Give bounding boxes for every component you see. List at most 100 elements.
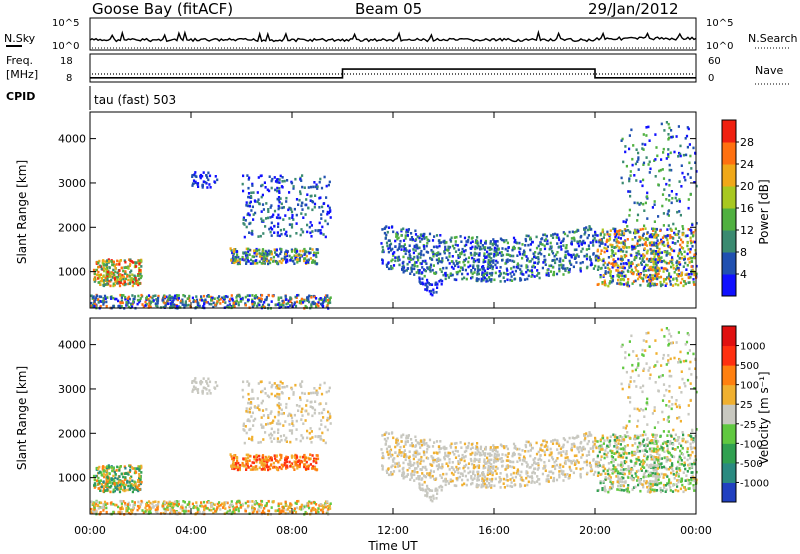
power-echo: [573, 231, 576, 234]
velocity-echo: [188, 500, 191, 504]
velocity-echo: [284, 500, 287, 504]
power-echo: [683, 258, 686, 261]
power-echo: [289, 234, 292, 238]
power-echo: [600, 238, 603, 241]
velocity-echo: [276, 440, 279, 443]
power-echo: [251, 305, 254, 308]
power-echo: [606, 245, 609, 249]
power-echo: [621, 181, 624, 185]
power-echo: [678, 236, 681, 239]
velocity-echo: [290, 429, 294, 432]
velocity-echo: [134, 467, 137, 470]
velocity-echo: [447, 451, 450, 455]
velocity-echo: [149, 509, 152, 512]
power-echo: [154, 302, 157, 305]
power-echo: [642, 202, 645, 206]
velocity-echo: [315, 468, 318, 472]
y-tick-label: 2000: [58, 221, 86, 234]
power-echo: [652, 252, 655, 255]
velocity-echo: [280, 509, 283, 512]
power-echo: [436, 246, 439, 249]
velocity-echo: [311, 454, 314, 457]
power-echo: [267, 262, 270, 266]
power-echo: [545, 242, 549, 245]
power-echo: [115, 275, 118, 279]
velocity-echo: [432, 459, 435, 462]
velocity-echo: [93, 507, 96, 511]
power-echo: [309, 221, 312, 224]
power-echo: [640, 263, 643, 266]
power-echo: [270, 179, 273, 183]
power-echo: [636, 213, 640, 217]
nsky-panel: N.Sky 10^5 10^0 10^5 10^0 N.Search: [4, 17, 798, 52]
power-echo: [597, 259, 600, 263]
power-echo: [657, 215, 660, 218]
power-echo: [311, 301, 314, 304]
power-echo: [269, 230, 272, 234]
velocity-echo: [390, 473, 393, 477]
power-echo: [528, 260, 531, 263]
velocity-echo: [131, 500, 134, 503]
power-echo: [303, 259, 306, 263]
power-echo: [680, 253, 683, 256]
power-echo: [624, 245, 627, 248]
power-echo: [479, 239, 483, 243]
power-echo: [535, 235, 538, 239]
power-echo: [327, 183, 330, 187]
velocity-echo: [316, 391, 319, 394]
power-echo: [439, 252, 442, 256]
velocity-echo: [256, 458, 259, 462]
power-echo: [242, 218, 245, 221]
power-echo: [647, 259, 650, 263]
velocity-echo: [321, 431, 324, 435]
power-echo: [558, 238, 561, 242]
power-echo: [625, 254, 628, 258]
velocity-echo: [299, 506, 302, 509]
velocity-echo: [514, 475, 517, 479]
power-echo: [290, 250, 294, 253]
velocity-echo: [563, 473, 566, 476]
power-echo: [272, 213, 275, 217]
power-echo: [562, 273, 565, 276]
velocity-echo: [124, 476, 127, 479]
velocity-echo: [137, 489, 140, 493]
power-echo: [682, 265, 685, 268]
power-cbar-label: Power [dB]: [757, 179, 771, 244]
power-echo: [598, 244, 601, 248]
velocity-echo: [488, 478, 492, 481]
power-echo: [272, 294, 275, 298]
power-echo: [670, 190, 673, 193]
power-echo: [628, 208, 631, 212]
velocity-echo: [138, 476, 141, 480]
power-echo: [566, 234, 569, 238]
power-echo: [253, 249, 256, 253]
velocity-echo: [322, 511, 325, 514]
power-echo: [392, 264, 396, 267]
power-echo: [488, 276, 491, 279]
power-echo: [669, 283, 672, 286]
velocity-echo: [289, 502, 292, 505]
velocity-echo: [303, 463, 306, 466]
power-echo: [513, 240, 516, 244]
power-echo: [261, 250, 264, 253]
velocity-echo: [130, 475, 133, 479]
velocity-echo: [594, 438, 597, 441]
velocity-echo: [99, 489, 102, 492]
velocity-echo: [123, 486, 126, 489]
velocity-echo: [405, 475, 408, 478]
velocity-echo: [403, 455, 406, 458]
power-echo: [679, 144, 682, 148]
power-echo: [637, 272, 640, 276]
power-echo: [470, 237, 473, 240]
velocity-echo: [270, 440, 273, 443]
power-echo: [422, 233, 425, 236]
power-echo: [445, 248, 448, 252]
power-echo: [309, 251, 312, 254]
velocity-echo: [436, 467, 440, 471]
power-echo: [496, 261, 499, 264]
power-echo: [560, 263, 563, 267]
velocity-echo: [286, 385, 289, 388]
velocity-echo: [293, 509, 296, 512]
power-echo: [274, 303, 277, 307]
power-echo: [285, 302, 288, 306]
